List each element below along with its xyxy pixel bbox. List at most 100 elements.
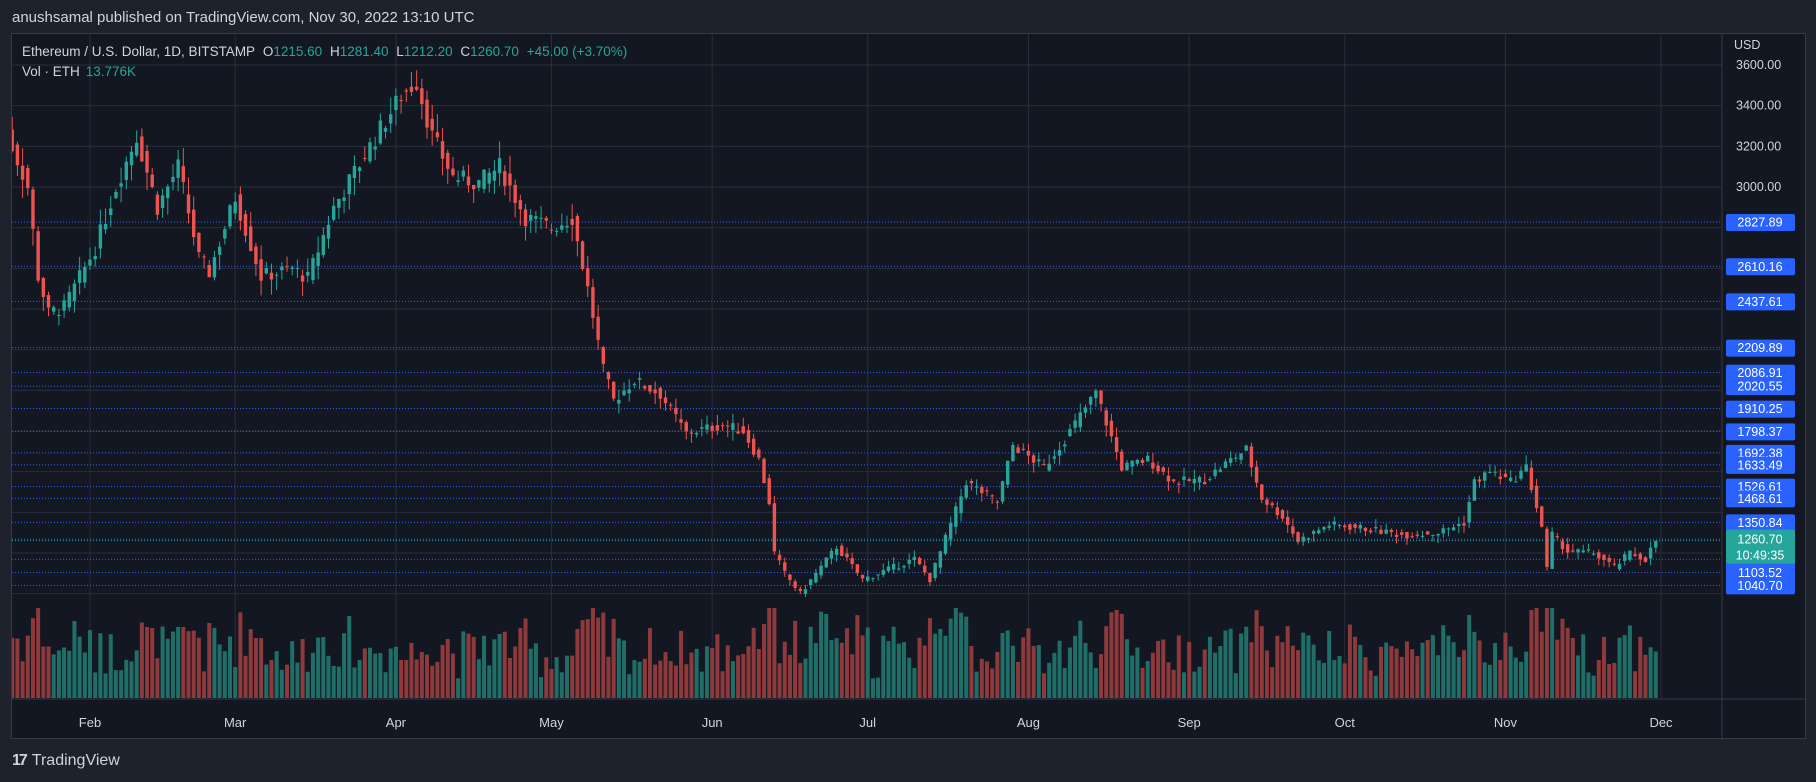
candle-body <box>1394 534 1399 537</box>
volume-bar <box>756 649 761 698</box>
volume-bar <box>554 657 559 698</box>
candle-body <box>223 229 227 239</box>
volume-bar <box>590 608 595 698</box>
candle-body <box>259 259 263 281</box>
candle-body <box>881 570 885 575</box>
chart-frame[interactable]: USD3600.003400.003200.003000.00800.00282… <box>11 33 1807 740</box>
candle-body <box>1446 528 1451 530</box>
candle-body <box>570 218 574 225</box>
volume-label[interactable]: Vol · ETH <box>22 64 80 79</box>
candle-body <box>601 347 605 364</box>
candle-body <box>912 556 917 560</box>
level-badge <box>1726 400 1795 418</box>
price-chart[interactable]: USD3600.003400.003200.003000.00800.00282… <box>12 34 1807 740</box>
volume-bar <box>850 654 855 698</box>
volume-bar <box>767 608 772 698</box>
volume-bar <box>1114 609 1119 698</box>
volume-bar <box>616 638 621 698</box>
volume-bar <box>1534 608 1539 698</box>
candle-body <box>529 215 533 221</box>
volume-bar <box>1296 650 1301 698</box>
candle-body <box>77 270 82 283</box>
volume-bar <box>865 627 870 698</box>
candle-body <box>368 142 372 162</box>
candle-body <box>1037 459 1041 462</box>
volume-bar <box>1327 630 1332 698</box>
candle-body <box>1425 531 1430 535</box>
volume-bar <box>1519 661 1524 698</box>
volume-bar <box>409 642 414 698</box>
volume-bar <box>533 643 538 698</box>
currency-label: USD <box>1734 38 1760 52</box>
low-value: 1212.20 <box>403 44 453 59</box>
candle-body <box>269 272 274 280</box>
candle-body <box>1021 448 1025 450</box>
level-badge <box>1726 339 1795 357</box>
volume-bar <box>77 636 82 698</box>
candle-body <box>565 225 569 228</box>
candle-body <box>980 486 984 494</box>
candle-body <box>1000 481 1005 502</box>
candle-body <box>352 165 357 179</box>
volume-bar <box>1270 667 1275 698</box>
volume-bar <box>565 655 570 698</box>
volume-bar <box>388 648 393 698</box>
volume-bar <box>896 643 901 698</box>
candle-body <box>103 224 108 230</box>
volume-bar <box>124 659 129 698</box>
volume-bar <box>1042 673 1047 698</box>
volume-bar <box>41 646 46 698</box>
candle-body <box>1332 521 1337 525</box>
candle-body <box>1011 444 1015 461</box>
candle-body <box>943 534 948 554</box>
candle-body <box>420 88 424 105</box>
volume-bar <box>777 663 782 698</box>
volume-bar <box>196 637 201 698</box>
candle-body <box>181 166 186 182</box>
candle-body <box>1311 531 1316 534</box>
volume-bar <box>1508 646 1513 698</box>
volume-bar <box>793 620 798 698</box>
candle-body <box>1203 481 1207 485</box>
candle-body <box>653 389 657 394</box>
volume-bar <box>414 659 419 698</box>
symbol-title[interactable]: Ethereum / U.S. Dollar, 1D, BITSTAMP <box>22 44 256 59</box>
candle-body <box>280 266 284 271</box>
volume-bar <box>82 652 87 698</box>
candle-body <box>394 95 398 111</box>
volume-bar <box>98 633 103 698</box>
level-badge-label: 2020.55 <box>1737 380 1782 394</box>
volume-bar <box>803 658 808 698</box>
candle-body <box>840 545 844 557</box>
volume-bar <box>1140 667 1145 698</box>
candle-body <box>1488 472 1492 474</box>
candle-body <box>1337 524 1342 526</box>
volume-bar <box>891 626 896 698</box>
symbol-legend: Ethereum / U.S. Dollar, 1D, BITSTAMP O12… <box>22 44 631 59</box>
volume-bar <box>487 665 492 698</box>
candle-body <box>191 209 196 238</box>
candle-body <box>337 198 341 208</box>
volume-bar <box>642 658 647 698</box>
volume-bar <box>1099 654 1104 698</box>
candle-body <box>917 557 922 565</box>
level-badge-label: 2086.91 <box>1737 366 1782 380</box>
volume-bar <box>103 673 108 698</box>
candle-body <box>383 128 388 132</box>
volume-bar <box>1233 673 1238 698</box>
candle-body <box>52 307 56 312</box>
candle-body <box>1560 541 1565 550</box>
candle-body <box>1628 550 1632 560</box>
candle-body <box>1135 460 1140 464</box>
time-tick-label: Sep <box>1178 715 1201 730</box>
volume-bar <box>1280 642 1285 698</box>
volume-bar <box>808 626 813 698</box>
candle-body <box>876 574 880 576</box>
candle-body <box>98 224 103 249</box>
candle-body <box>1265 499 1269 505</box>
volume-bar <box>1192 671 1197 698</box>
volume-bar <box>1119 613 1124 698</box>
volume-bar <box>1612 662 1617 698</box>
tradingview-logo[interactable]: 17 TradingView <box>12 752 120 770</box>
volume-bar <box>559 672 564 698</box>
